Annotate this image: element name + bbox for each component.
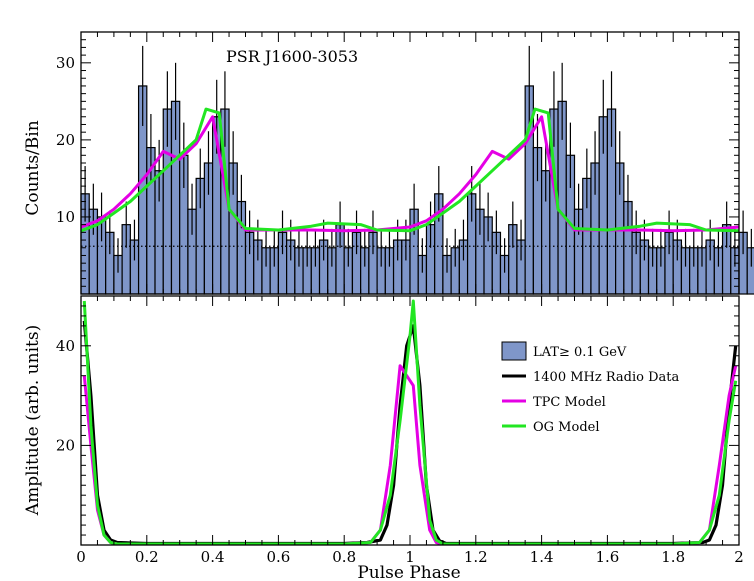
x-axis-title: Pulse Phase bbox=[357, 563, 460, 581]
histogram-bar bbox=[746, 247, 754, 295]
x-tick-label: 0.6 bbox=[266, 548, 290, 566]
tpc-model-line-bottom bbox=[82, 364, 738, 546]
legend-label-radio: 1400 MHz Radio Data bbox=[533, 370, 680, 385]
y-tick-label-top: 30 bbox=[56, 54, 75, 72]
y-tick-label-bottom: 40 bbox=[56, 337, 75, 355]
og-model-line-bottom bbox=[82, 299, 738, 546]
x-tick-label: 1 bbox=[405, 548, 415, 566]
x-tick-label: 1.4 bbox=[530, 548, 554, 566]
x-tick-label: 1.8 bbox=[661, 548, 685, 566]
y-tick-label-bottom: 20 bbox=[56, 436, 75, 454]
x-tick-label: 0.8 bbox=[332, 548, 356, 566]
y-tick-label-top: 20 bbox=[56, 131, 75, 149]
legend-label-og: OG Model bbox=[533, 420, 600, 435]
legend-label-lat: LAT≥ 0.1 GeV bbox=[533, 345, 627, 360]
legend-swatch-lat bbox=[501, 341, 527, 361]
x-tick-label: 0 bbox=[76, 548, 86, 566]
axes-layer: 0 0.2 0.4 0.6 0.8 1 1.2 1.4 1.6 1.8 2 10 20 30 20 40 bbox=[56, 31, 744, 566]
x-tick-label: 0.4 bbox=[201, 548, 225, 566]
x-tick-label: 1.2 bbox=[464, 548, 488, 566]
y-tick-label-top: 10 bbox=[56, 208, 75, 226]
x-tick-label: 2 bbox=[734, 548, 744, 566]
og-model-line-top bbox=[80, 107, 740, 233]
bottom-curves-layer bbox=[82, 299, 738, 546]
legend-label-tpc: TPC Model bbox=[533, 395, 606, 410]
x-tick-label: 0.2 bbox=[135, 548, 159, 566]
legend: LAT≥ 0.1 GeV 1400 MHz Radio Data TPC Mod… bbox=[501, 341, 680, 435]
top-y-axis-title: Counts/Bin bbox=[23, 120, 43, 215]
x-tick-label: 1.6 bbox=[595, 548, 619, 566]
bottom-y-axis-title: Amplitude (arb. units) bbox=[23, 325, 43, 516]
radio-data-line bbox=[82, 320, 738, 546]
top-errorbar-layer bbox=[84, 45, 752, 273]
chart-title: PSR J1600-3053 bbox=[226, 47, 358, 66]
top-model-layer bbox=[80, 107, 740, 233]
